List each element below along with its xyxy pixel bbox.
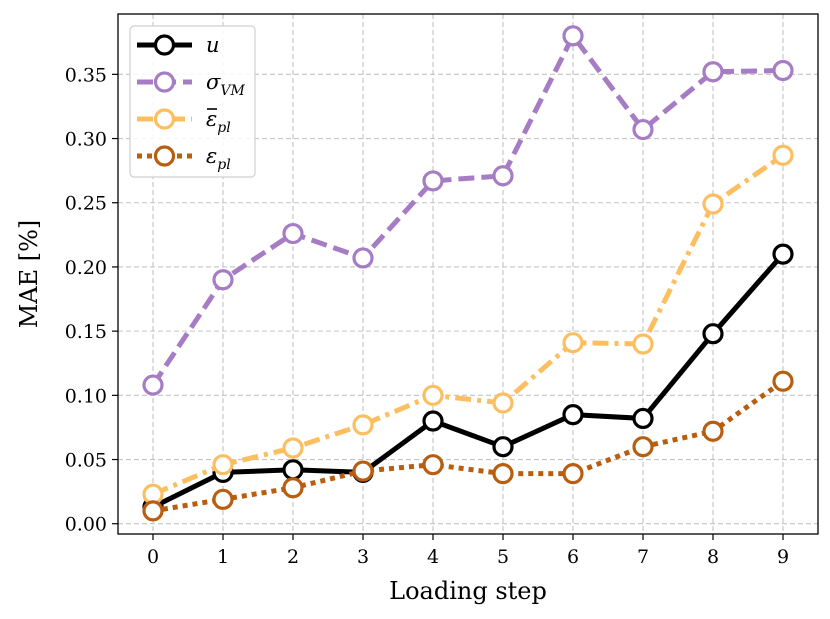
x-tick-label: 7 [637,546,649,568]
data-point [632,118,654,141]
y-tick-label: 0.15 [65,321,107,343]
data-point [142,374,164,396]
data-point [702,323,724,345]
data-point [632,436,654,458]
data-point [352,247,374,269]
series-0 [142,243,794,518]
legend-entry: εpl [137,144,231,173]
x-tick-label: 8 [707,546,719,568]
data-point [422,384,444,406]
x-tick-label: 4 [427,546,439,568]
data-point [282,222,304,245]
x-tick-label: 9 [777,546,789,568]
data-point [282,477,304,499]
legend-label: εpl [206,107,231,136]
data-point [562,403,584,426]
data-point [212,488,234,510]
legend-marker [153,34,176,56]
series-line [150,33,784,387]
series-line [152,153,785,497]
data-point [632,333,654,355]
legend-label: u [206,33,220,57]
data-point [352,460,374,482]
x-tick-label: 1 [217,546,229,568]
legend-label: σVM [206,70,245,99]
legend-marker [153,108,176,130]
series-2 [142,144,794,505]
data-point [492,165,514,187]
y-axis-label: MAE [%] [15,220,43,329]
data-point [772,144,794,166]
legend-marker [153,71,176,93]
x-tick-label: 3 [357,546,369,568]
data-point [702,420,724,442]
data-point [422,454,444,476]
x-tick-label: 5 [497,546,509,568]
data-point [632,407,654,430]
legend-entry: εpl [137,107,231,136]
series-line [151,252,785,510]
y-tick-label: 0.10 [65,385,107,407]
data-point [562,332,584,354]
data-point [282,437,304,459]
series-3 [142,370,794,522]
data-point [282,459,304,481]
data-point [772,59,794,82]
legend-label: εpl [206,144,231,173]
ticks: 0 1 2 3 4 5 6 7 8 9 0.00 0.05 0.10 0.15 0.20 0.25 0.30 0.… [65,64,789,568]
data-point [142,500,164,522]
data-point [492,463,514,485]
y-tick-label: 0.35 [65,64,107,86]
data-point [212,269,234,291]
legend-box [129,25,256,178]
y-tick-label: 0.00 [65,514,107,536]
data-point [422,410,444,432]
data-point [702,61,724,83]
data-point [492,436,514,458]
x-tick-label: 2 [287,546,299,568]
legend: u σVM εpl εpl [129,25,256,178]
y-tick-label: 0.30 [65,129,107,151]
x-tick-label: 6 [567,546,579,568]
legend-entry: u [137,33,220,57]
data-point [212,454,234,476]
x-tick-label: 0 [147,546,159,568]
series-layer [142,25,794,522]
data-point [352,414,374,436]
data-point [422,170,444,192]
y-tick-label: 0.05 [65,450,107,472]
series-1 [142,25,794,396]
y-tick-label: 0.25 [65,193,107,215]
data-point [702,193,724,215]
data-point [562,25,584,47]
data-point [562,463,584,485]
x-axis-label: Loading step [389,577,547,605]
legend-entry: σVM [137,70,245,99]
data-point [772,370,794,392]
data-point [772,243,794,265]
legend-marker [153,145,176,167]
y-tick-label: 0.20 [65,257,107,279]
plot-frame [117,13,819,535]
data-point [492,392,514,414]
